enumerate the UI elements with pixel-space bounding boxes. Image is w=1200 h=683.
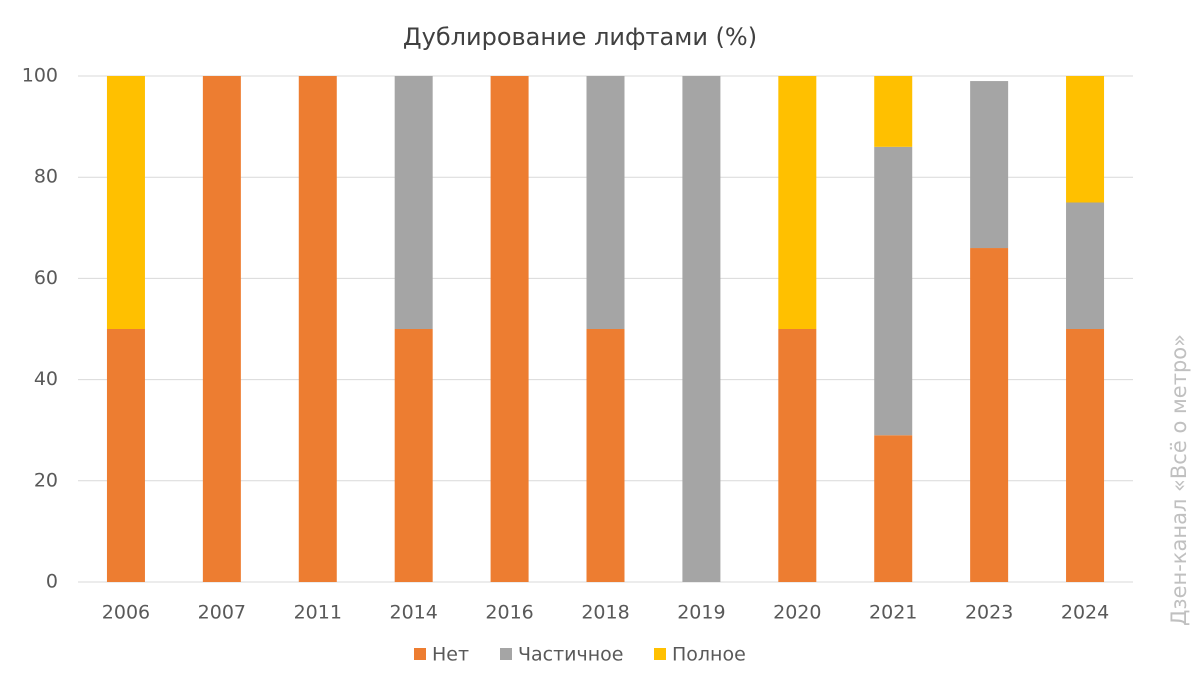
y-tick-label: 0 bbox=[46, 571, 58, 593]
y-tick-label: 100 bbox=[22, 65, 58, 87]
x-tick-label: 2006 bbox=[102, 602, 150, 624]
bar-segment bbox=[874, 76, 913, 147]
x-tick-label: 2019 bbox=[677, 602, 725, 624]
x-tick-label: 2016 bbox=[485, 602, 533, 624]
bar-segment bbox=[682, 76, 721, 582]
bar-segment bbox=[394, 76, 433, 329]
bar-segment bbox=[106, 76, 145, 329]
bar-segment bbox=[970, 248, 1009, 583]
bar-segment bbox=[298, 76, 337, 582]
bar-segment bbox=[394, 329, 433, 582]
y-tick-label: 80 bbox=[34, 166, 58, 188]
x-tick-label: 2014 bbox=[390, 602, 438, 624]
legend-swatch bbox=[654, 648, 666, 660]
bar-segment bbox=[970, 81, 1009, 249]
bar-segment bbox=[106, 329, 145, 582]
bar-segment bbox=[202, 76, 241, 582]
x-tick-label: 2021 bbox=[869, 602, 917, 624]
bar-segment bbox=[1066, 329, 1105, 582]
legend-label: Нет bbox=[432, 644, 469, 666]
bar-segment bbox=[1066, 202, 1105, 329]
bar-segment bbox=[586, 76, 625, 329]
y-tick-label: 20 bbox=[34, 469, 58, 491]
bar-segment bbox=[778, 329, 817, 582]
legend-swatch bbox=[414, 648, 426, 660]
y-tick-label: 60 bbox=[34, 267, 58, 289]
bar-segment bbox=[778, 76, 817, 329]
watermark: Дзен-канал «Всё о метро» bbox=[1167, 334, 1191, 626]
x-tick-label: 2007 bbox=[198, 602, 246, 624]
bar-segment bbox=[490, 76, 529, 582]
x-tick-label: 2018 bbox=[581, 602, 629, 624]
bar-segment bbox=[1066, 76, 1105, 203]
x-tick-label: 2023 bbox=[965, 602, 1013, 624]
y-tick-label: 40 bbox=[34, 368, 58, 390]
x-tick-label: 2011 bbox=[294, 602, 342, 624]
bar-segment bbox=[874, 435, 913, 582]
x-tick-label: 2024 bbox=[1061, 602, 1109, 624]
legend-label: Частичное bbox=[518, 644, 624, 666]
bar-segment bbox=[586, 329, 625, 582]
chart-title: Дублирование лифтами (%) bbox=[403, 23, 757, 51]
bar-segment bbox=[874, 146, 913, 436]
legend-swatch bbox=[500, 648, 512, 660]
x-tick-label: 2020 bbox=[773, 602, 821, 624]
legend-label: Полное bbox=[672, 644, 746, 666]
